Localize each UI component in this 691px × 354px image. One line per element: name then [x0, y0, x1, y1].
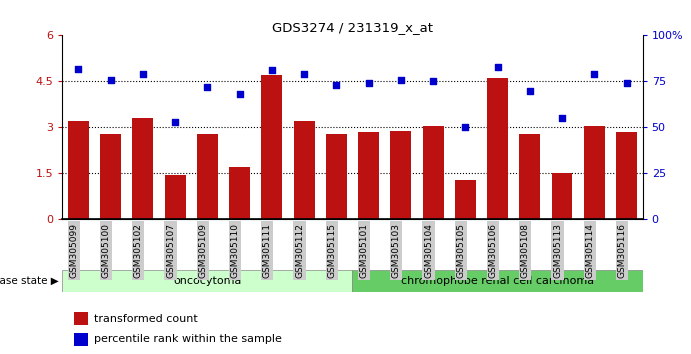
Bar [358, 132, 379, 219]
Point [331, 82, 342, 88]
Text: GSM305115: GSM305115 [328, 223, 337, 278]
Bar [74, 312, 88, 325]
Text: GSM305109: GSM305109 [198, 223, 207, 278]
Text: GSM305116: GSM305116 [618, 223, 627, 278]
Text: GSM305105: GSM305105 [456, 223, 465, 278]
Bar [74, 333, 88, 346]
Point [202, 84, 213, 90]
Point [363, 80, 374, 86]
Text: GSM305102: GSM305102 [134, 223, 143, 278]
Bar [164, 175, 185, 219]
Text: GSM305099: GSM305099 [69, 223, 78, 278]
Title: GDS3274 / 231319_x_at: GDS3274 / 231319_x_at [272, 21, 433, 34]
Point [299, 71, 310, 77]
Bar [68, 121, 88, 219]
Text: transformed count: transformed count [94, 314, 198, 324]
Bar [352, 269, 643, 292]
Point [621, 80, 632, 86]
Point [234, 91, 245, 97]
Point [556, 115, 567, 121]
Bar [62, 269, 352, 292]
Point [105, 77, 116, 82]
Text: GSM305101: GSM305101 [359, 223, 368, 278]
Text: GSM305110: GSM305110 [231, 223, 240, 278]
Text: chromophobe renal cell carcinoma: chromophobe renal cell carcinoma [401, 275, 594, 286]
Bar [261, 75, 282, 219]
Point [266, 68, 277, 73]
Point [492, 64, 503, 69]
Point [460, 125, 471, 130]
Point [428, 79, 439, 84]
Text: GSM305107: GSM305107 [166, 223, 175, 278]
Bar [229, 167, 250, 219]
Bar [197, 133, 218, 219]
Bar [455, 179, 475, 219]
Bar [133, 118, 153, 219]
Bar [551, 173, 572, 219]
Bar [294, 121, 314, 219]
Bar [100, 133, 121, 219]
Text: GSM305106: GSM305106 [489, 223, 498, 278]
Text: oncocytoma: oncocytoma [173, 275, 241, 286]
Text: GSM305112: GSM305112 [295, 223, 304, 278]
Text: GSM305114: GSM305114 [585, 223, 594, 278]
Text: disease state ▶: disease state ▶ [0, 275, 59, 286]
Bar [326, 133, 347, 219]
Text: GSM305111: GSM305111 [263, 223, 272, 278]
Point [524, 88, 536, 93]
Text: GSM305104: GSM305104 [424, 223, 433, 278]
Bar [616, 132, 637, 219]
Text: GSM305103: GSM305103 [392, 223, 401, 278]
Text: percentile rank within the sample: percentile rank within the sample [94, 335, 282, 344]
Bar [520, 133, 540, 219]
Text: GSM305100: GSM305100 [102, 223, 111, 278]
Text: GSM305108: GSM305108 [521, 223, 530, 278]
Bar [423, 126, 444, 219]
Point [169, 119, 180, 125]
Point [73, 66, 84, 72]
Point [138, 71, 149, 77]
Point [395, 77, 406, 82]
Point [589, 71, 600, 77]
Text: GSM305113: GSM305113 [553, 223, 562, 278]
Bar [487, 78, 508, 219]
Bar [584, 126, 605, 219]
Bar [390, 131, 411, 219]
